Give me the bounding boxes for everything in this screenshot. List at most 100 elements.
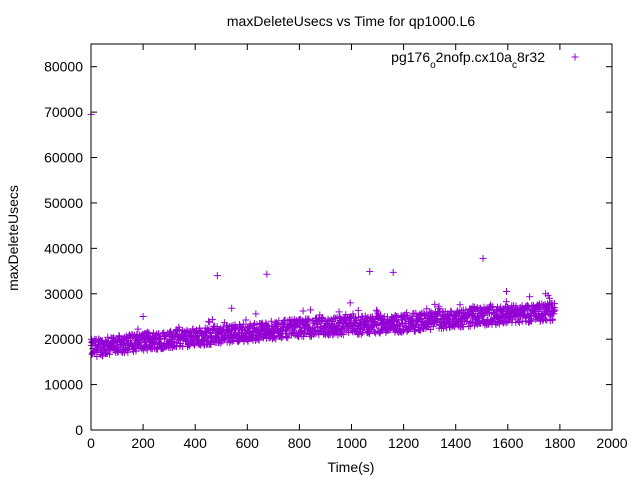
x-tick-label: 1400 (440, 435, 471, 451)
data-point-mark (228, 304, 236, 312)
legend-text-main: pg176 (391, 49, 430, 65)
data-point (299, 307, 307, 315)
data-point (462, 306, 470, 314)
data-point (547, 311, 555, 319)
data-point (479, 254, 487, 262)
data-point (167, 327, 175, 335)
data-point (468, 307, 476, 315)
data-point (502, 298, 510, 306)
x-tick-label: 1000 (336, 435, 367, 451)
legend-text-sub1: o (430, 60, 436, 71)
data-point-mark (324, 321, 332, 329)
y-axis-label: maxDeleteUsecs (5, 185, 21, 291)
data-point (324, 321, 332, 329)
data-point-mark (349, 310, 357, 318)
data-point-mark (299, 307, 307, 315)
data-point-mark (242, 316, 250, 324)
data-point-mark (142, 344, 150, 352)
data-point-mark (431, 300, 439, 308)
data-point-mark (222, 321, 230, 329)
data-point-mark (208, 316, 216, 324)
data-point (304, 315, 312, 323)
legend-text-sub2: c (512, 60, 517, 71)
data-point-mark (548, 315, 556, 323)
data-point-mark (502, 287, 510, 295)
data-point-mark (335, 308, 343, 316)
legend-text-mid: 2nofp.cx10a (436, 49, 512, 65)
data-point (213, 272, 221, 280)
data-point (139, 312, 147, 320)
data-point-mark (124, 348, 132, 356)
data-point (284, 334, 292, 342)
y-tick-label: 10000 (44, 377, 83, 393)
data-point-mark (488, 303, 496, 311)
data-point-mark (102, 337, 110, 345)
data-point-mark (542, 290, 550, 298)
data-point (166, 329, 174, 337)
data-point (515, 319, 523, 327)
x-tick-label: 1600 (492, 435, 523, 451)
data-point-mark (304, 315, 312, 323)
chart-title: maxDeleteUsecs vs Time for qp1000.L6 (227, 13, 475, 29)
data-point (273, 320, 281, 328)
data-point (263, 270, 271, 278)
data-point (186, 342, 194, 350)
legend: pg176o2nofp.cx10ac8r32 (391, 49, 579, 71)
x-tick-label: 200 (131, 435, 155, 451)
data-point (252, 310, 260, 318)
data-point-mark (315, 331, 323, 339)
data-point-mark (106, 350, 114, 358)
data-point-mark (515, 319, 523, 327)
data-point (93, 352, 101, 360)
data-point (106, 350, 114, 358)
data-point-mark (167, 327, 175, 335)
data-point-mark (272, 335, 280, 343)
data-point (208, 316, 216, 324)
x-tick-label: 1800 (544, 435, 575, 451)
data-point (504, 317, 512, 325)
data-point-mark (479, 311, 487, 319)
data-point (354, 306, 362, 314)
data-point (435, 302, 443, 310)
data-point-mark (307, 306, 315, 314)
data-point-mark (312, 321, 320, 329)
data-point (372, 306, 380, 314)
data-point-mark (447, 307, 455, 315)
data-point (548, 315, 556, 323)
data-point (465, 323, 473, 331)
data-point-mark (354, 306, 362, 314)
data-point (213, 333, 221, 341)
y-tick-label: 30000 (44, 286, 83, 302)
data-point (488, 303, 496, 311)
data-point-mark (551, 304, 559, 312)
data-point (228, 304, 236, 312)
data-point (357, 330, 365, 338)
data-point (346, 299, 354, 307)
data-point (417, 314, 425, 322)
data-point-mark (339, 331, 347, 339)
data-point-mark (278, 334, 286, 342)
data-point-mark (246, 322, 254, 330)
data-point (456, 301, 464, 309)
data-point-mark (213, 272, 221, 280)
data-points (87, 110, 559, 360)
x-tick-label: 400 (184, 435, 208, 451)
data-point (366, 268, 374, 276)
data-point-mark (468, 307, 476, 315)
data-point (124, 348, 132, 356)
data-point (335, 308, 343, 316)
data-point (278, 334, 286, 342)
data-point-mark (93, 352, 101, 360)
data-point (318, 314, 326, 322)
data-point (413, 316, 421, 324)
x-tick-label: 1200 (388, 435, 419, 451)
data-point-mark (417, 314, 425, 322)
x-tick-label: 600 (236, 435, 260, 451)
data-point (431, 300, 439, 308)
data-point-mark (456, 301, 464, 309)
data-point-mark (366, 268, 374, 276)
data-point-mark (547, 299, 555, 307)
data-point (272, 335, 280, 343)
y-tick-label: 80000 (44, 59, 83, 75)
data-point-mark (571, 53, 579, 61)
